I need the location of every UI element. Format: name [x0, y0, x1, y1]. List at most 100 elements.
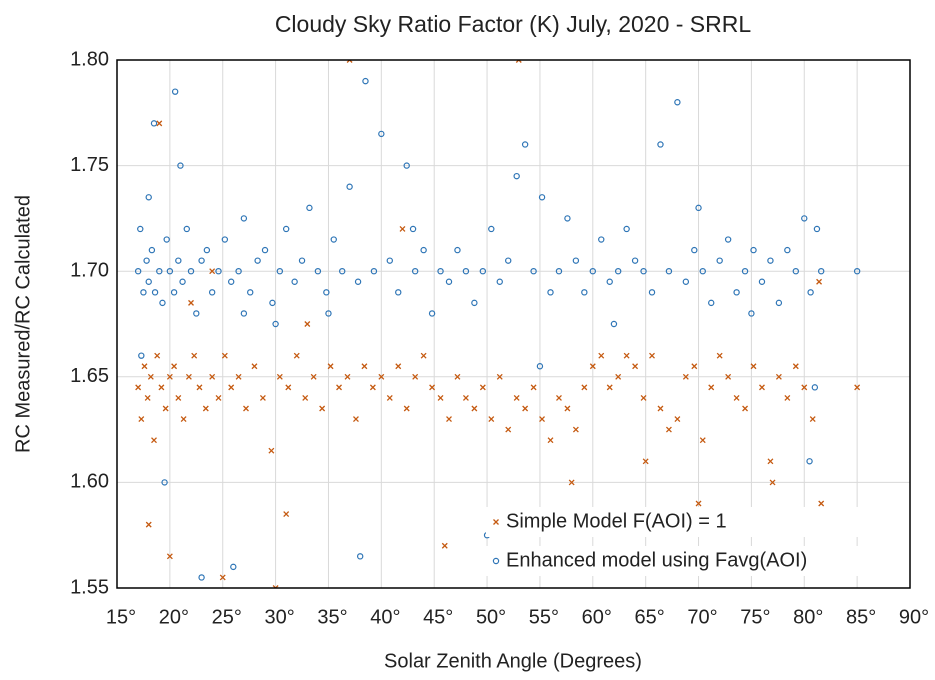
x-marker: [716, 352, 723, 359]
x-marker: [180, 416, 187, 422]
x-marker: [589, 363, 596, 370]
legend-bg: [486, 546, 876, 576]
x-marker: [268, 447, 275, 454]
x-marker: [346, 60, 353, 63]
circle-marker: [330, 236, 337, 243]
x-marker: [572, 426, 579, 433]
x-marker: [209, 373, 216, 380]
circle-marker: [741, 268, 749, 275]
plot-frame: [116, 59, 911, 589]
x-marker: [395, 363, 402, 370]
x-marker: [454, 373, 461, 380]
x-marker: [293, 352, 300, 359]
circle-marker: [282, 225, 290, 233]
x-marker: [615, 373, 622, 380]
circle-marker: [409, 225, 417, 233]
x-marker: [386, 394, 393, 401]
x-marker: [154, 352, 161, 359]
x-tick-label: 25°: [212, 606, 242, 628]
circle-marker: [614, 268, 622, 275]
x-tick-label: 45°: [423, 606, 453, 628]
circle-marker: [151, 289, 159, 296]
circle-marker: [420, 246, 427, 254]
circle-marker: [505, 257, 512, 264]
circle-marker: [733, 289, 740, 296]
x-marker: [403, 405, 410, 412]
x-tick-label: 55°: [529, 606, 559, 628]
circle-marker: [724, 236, 732, 243]
y-tick-label: 1.80: [70, 48, 109, 70]
circle-marker: [547, 289, 554, 296]
circle-marker: [817, 268, 825, 275]
circle-marker: [170, 289, 178, 296]
circle-marker: [208, 289, 216, 296]
circle-marker: [166, 268, 174, 275]
x-marker: [276, 373, 283, 380]
circle-marker: [623, 225, 630, 233]
x-marker: [708, 384, 715, 391]
circle-marker: [767, 257, 774, 264]
x-tick-label: 60°: [582, 606, 612, 628]
x-marker: [135, 384, 142, 391]
plot-points: [134, 60, 861, 588]
x-tick-label: 35°: [317, 606, 347, 628]
x-marker: [493, 519, 499, 525]
circle-marker: [853, 268, 861, 275]
circle-marker: [411, 268, 419, 275]
circle-marker: [269, 299, 276, 307]
x-marker: [642, 458, 649, 465]
x-marker: [319, 405, 326, 412]
x-marker: [556, 394, 562, 401]
x-marker: [446, 416, 452, 422]
x-marker: [327, 363, 334, 370]
circle-marker: [362, 77, 369, 85]
x-marker: [310, 373, 317, 380]
circle-marker: [323, 289, 330, 296]
circle-marker: [276, 268, 284, 275]
circle-marker: [806, 458, 813, 465]
circle-marker: [163, 236, 170, 243]
circle-marker: [492, 557, 500, 565]
x-marker: [202, 405, 209, 412]
circle-marker: [354, 278, 362, 285]
circle-marker: [640, 268, 647, 275]
y-tick-label: 1.65: [70, 365, 109, 387]
x-marker: [272, 585, 279, 588]
x-marker: [151, 437, 157, 444]
circle-marker: [325, 310, 332, 317]
circle-marker: [555, 268, 563, 275]
circle-marker: [536, 363, 544, 370]
circle-marker: [488, 225, 495, 233]
circle-marker: [610, 320, 618, 328]
x-marker: [228, 384, 235, 391]
x-tick-label: 90°: [899, 606, 929, 628]
circle-marker: [314, 268, 322, 275]
x-marker: [166, 553, 173, 560]
x-marker: [369, 384, 376, 391]
circle-marker: [137, 225, 144, 233]
x-marker: [809, 416, 816, 422]
y-tick-label: 1.70: [70, 259, 109, 281]
circle-marker: [138, 352, 145, 359]
x-marker: [784, 394, 791, 401]
x-tick-label: 70°: [687, 606, 717, 628]
circle-marker: [198, 574, 205, 581]
circle-marker: [227, 278, 235, 285]
circle-marker: [145, 278, 152, 285]
circle-marker: [445, 278, 453, 285]
circle-marker: [140, 289, 147, 296]
x-marker: [162, 405, 169, 412]
circle-marker: [150, 120, 158, 127]
circle-marker: [193, 310, 200, 317]
circle-marker: [403, 162, 410, 169]
x-tick-label: 15°: [106, 606, 136, 628]
circle-marker: [699, 268, 706, 275]
circle-marker: [801, 215, 808, 222]
x-marker: [818, 500, 825, 507]
x-marker: [361, 363, 368, 370]
legend-label: Simple Model F(AOI) = 1: [506, 510, 727, 532]
x-marker: [147, 373, 154, 380]
x-marker: [816, 278, 823, 285]
x-marker: [243, 405, 249, 412]
